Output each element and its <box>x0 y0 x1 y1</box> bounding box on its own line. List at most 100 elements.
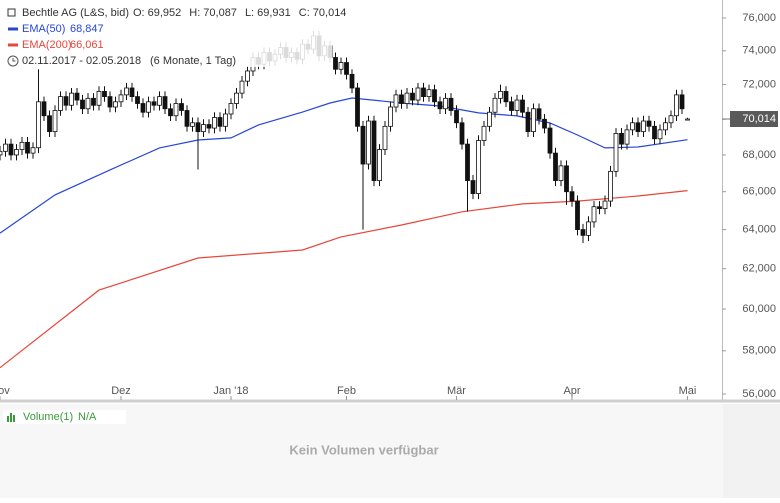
x-tick-label: Mai <box>679 385 697 397</box>
candle-body <box>118 94 124 103</box>
candle-body <box>212 117 217 129</box>
candle-body <box>393 94 399 108</box>
candle-body <box>476 140 481 194</box>
header-value: 70,087 <box>203 7 237 19</box>
candle-body <box>168 108 173 117</box>
header-label: L: <box>245 7 254 19</box>
candle-body <box>146 101 151 113</box>
candle-body <box>465 143 470 181</box>
y-tick-label: 74,000 <box>742 45 776 57</box>
candle-body <box>586 221 591 236</box>
candle-body <box>0 150 3 156</box>
volume-legend: Volume(1) N/A Kein Volumen verfügbar <box>3 410 439 457</box>
candle-body <box>503 91 509 103</box>
candle-body <box>96 91 102 106</box>
candle-body <box>569 191 575 202</box>
candle-body <box>657 129 663 140</box>
candle-body <box>564 165 569 193</box>
period: (6 Monate, 1 Tag) <box>150 55 236 67</box>
candle-body <box>173 103 179 117</box>
candle-body <box>509 101 514 111</box>
candle-body <box>663 122 668 131</box>
candle-body <box>520 99 525 113</box>
volume-value: N/A <box>78 411 97 423</box>
candle-body <box>547 127 553 154</box>
y-tick-label: 76,000 <box>742 12 776 24</box>
candle-body <box>206 124 212 129</box>
candle-body <box>184 110 190 127</box>
y-tick-label: 66,000 <box>742 186 776 198</box>
candle-body <box>201 124 206 133</box>
candle-body <box>69 92 74 106</box>
candle-body <box>349 73 355 89</box>
candle-body <box>377 149 382 181</box>
candle-body <box>234 92 239 104</box>
candle-body <box>624 129 630 145</box>
legend-value: 68,847 <box>70 23 104 35</box>
last-price-tag <box>730 111 778 128</box>
candle-body <box>25 141 30 154</box>
candle-body <box>382 125 388 150</box>
candle-body <box>487 111 492 127</box>
candle-body <box>613 133 619 172</box>
header-label: O: <box>133 7 145 19</box>
candle-body <box>525 111 531 133</box>
candle-body <box>333 57 338 70</box>
candle-body <box>30 147 36 154</box>
candle-body <box>388 106 393 127</box>
candle-body <box>454 110 459 124</box>
candle-body <box>536 108 542 120</box>
candle-body <box>514 99 520 111</box>
candle-body <box>107 96 113 108</box>
candle-body <box>641 120 646 133</box>
candle-body <box>19 141 25 150</box>
candle-body <box>360 125 366 165</box>
header-label: H: <box>189 7 200 19</box>
clock-hands <box>12 58 16 62</box>
candle-body <box>124 87 129 96</box>
candle-body <box>597 206 602 210</box>
header-value: 70,014 <box>313 7 347 19</box>
candle-body <box>135 96 140 104</box>
candle-body <box>580 229 586 236</box>
y-tick-label: 72,000 <box>742 78 776 90</box>
candle-body <box>195 122 201 133</box>
y-tick-label: 58,000 <box>742 345 776 357</box>
candle-body <box>399 94 404 104</box>
header-label: C: <box>299 7 310 19</box>
legend: Bechtle AG (L&S, bid) 02.11.2017 - 02.05… <box>2 3 346 67</box>
candle-body <box>80 99 85 110</box>
candle-body <box>239 80 245 94</box>
candle-body <box>217 117 223 127</box>
candle-body <box>492 97 498 113</box>
candle-body <box>41 101 47 117</box>
x-tick-label: Apr <box>563 385 580 397</box>
candle-body <box>685 118 690 121</box>
ema-line <box>0 190 688 369</box>
candle-body <box>679 94 685 110</box>
candle-body <box>228 103 234 115</box>
candle-body <box>3 143 8 152</box>
candle-body <box>481 125 487 141</box>
candle-body <box>344 62 349 75</box>
candle-body <box>162 96 168 110</box>
volume-legend-background <box>3 410 126 424</box>
candle-body <box>140 103 146 113</box>
y-tick-label: 62,000 <box>742 263 776 275</box>
candle-body <box>630 122 635 131</box>
ema-line <box>0 97 688 234</box>
x-tick-label: Mär <box>447 385 466 397</box>
y-tick-label: 56,000 <box>742 388 776 400</box>
y-tick-label: 60,000 <box>742 303 776 315</box>
candle-body <box>58 96 63 111</box>
header-value: 69,952 <box>148 7 182 19</box>
candle-body <box>448 97 454 111</box>
volume-message: Kein Volumen verfügbar <box>289 442 438 457</box>
date-range: 02.11.2017 - 02.05.2018 <box>22 55 141 67</box>
candle-body <box>74 92 80 101</box>
candle-body <box>338 62 344 70</box>
candle-body <box>371 120 377 181</box>
candle-body <box>63 96 69 106</box>
candle-body <box>47 115 52 133</box>
